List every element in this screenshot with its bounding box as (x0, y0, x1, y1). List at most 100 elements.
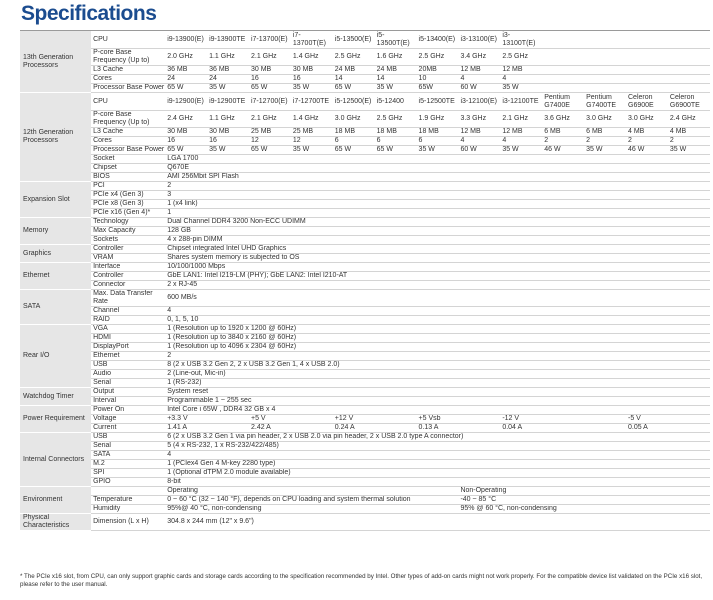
spec-value: 1 (Resolution up to 1920 x 1200 @ 60Hz) (165, 324, 710, 334)
spec-cell: 16 (248, 74, 291, 84)
section-power-requirement: Power Requirement (20, 405, 92, 433)
spec-cell: 35 W (290, 83, 333, 93)
spec-label: PCIe x16 (Gen 4)* (91, 208, 166, 218)
spec-cell: 2.1 GHz (500, 110, 543, 128)
empty-cell (667, 30, 710, 49)
spec-cell: 36 MB (165, 65, 208, 75)
spec-label: Serial (91, 441, 166, 451)
spec-cell: i5-13500T(E) (374, 30, 417, 49)
spec-cell: 4 (458, 74, 501, 84)
spec-label: Power On (91, 405, 166, 415)
power-cell: +5 V (248, 414, 333, 424)
spec-cell: 65 W (332, 83, 375, 93)
spec-value: 4 (165, 306, 710, 316)
spec-label: Max. Data Transfer Rate (91, 289, 166, 307)
spec-cell: i5-13400(E) (416, 30, 459, 49)
spec-label: USB (91, 432, 166, 442)
spec-value: 3 (165, 190, 710, 200)
spec-cell: 2 (626, 136, 668, 146)
spec-row: Current 1.41 A 2.42 A 0.24 A 0.13 A 0.04 A 0.0… (20, 423, 710, 433)
power-cell: 0.04 A (500, 423, 626, 433)
empty-cell (626, 65, 668, 75)
spec-cell: 2 (542, 136, 585, 146)
empty-cell (667, 74, 710, 84)
spec-cell: 1.9 GHz (416, 110, 459, 128)
spec-row: Channel 4 (20, 306, 710, 316)
power-cell: -12 V (500, 414, 626, 424)
spec-cell: 12 (290, 136, 333, 146)
spec-cell: 14 (374, 74, 417, 84)
spec-label: P-core Base Frequency (Up to) (91, 48, 166, 66)
spec-cell: i3-13100T(E) (500, 30, 543, 49)
spec-value: Chipset integrated Intel UHD Graphics (165, 244, 710, 254)
spec-label: Socket (91, 154, 166, 164)
spec-row: L3 Cache 36 MB 36 MB 30 MB 30 MB 24 MB 24 MB 20… (20, 65, 710, 75)
spec-cell: i7-12700(E) (248, 92, 291, 111)
empty-cell (626, 30, 668, 49)
spec-label: GPIO (91, 477, 166, 487)
env-non-operating-cell: Non-Operating (458, 486, 710, 496)
empty-cell (542, 74, 585, 84)
empty-cell (584, 30, 626, 49)
power-cell: 2.42 A (248, 423, 333, 433)
spec-value: 2 (165, 351, 710, 361)
spec-cell: 3.6 GHz (542, 110, 585, 128)
spec-cell: 4 (500, 136, 543, 146)
spec-value: 0, 1, 5, 10 (165, 315, 710, 325)
env-operating-cell: Operating (165, 486, 459, 496)
spec-label: Processor Base Power (91, 145, 166, 155)
spec-cell: 46 W (626, 145, 668, 155)
spec-cell: 30 MB (248, 65, 291, 75)
spec-label: Max Capacity (91, 226, 166, 236)
spec-row: Environment Operating Non-Operating (20, 486, 710, 514)
spec-cell: i3-12100(E) (458, 92, 501, 111)
spec-cell: 18 MB (332, 127, 375, 137)
spec-value: Programmable 1 ~ 255 sec (165, 396, 710, 406)
spec-row: Rear I/O VGA 1 (Resolution up to 1920 x 12… (20, 324, 710, 388)
spec-label: VGA (91, 324, 166, 334)
spec-cell: 6 (374, 136, 417, 146)
spec-cell: 1.1 GHz (207, 48, 249, 66)
spec-label: CPU (91, 92, 166, 111)
footnote: * The PCIe x16 slot, from CPU, can only … (20, 573, 703, 588)
spec-row: Humidity 95%@ 40 °C, non-condensing 95% @ … (20, 504, 710, 514)
spec-label: Output (91, 387, 166, 397)
spec-label: Cores (91, 136, 166, 146)
spec-cell: 3.4 GHz (458, 48, 501, 66)
spec-value: 2 (Line-out, Mic-in) (165, 369, 710, 379)
section-physical-characteristics: Physical Characteristics (20, 513, 92, 531)
spec-row: Interval Programmable 1 ~ 255 sec (20, 396, 710, 406)
spec-cell: Celeron G6900E (626, 92, 668, 111)
power-cell: +12 V (332, 414, 417, 424)
spec-cell: i7-12700TE (290, 92, 333, 111)
spec-cell: 1.4 GHz (290, 48, 333, 66)
spec-cell: i9-12900(E) (165, 92, 208, 111)
spec-label: Ethernet (91, 351, 166, 361)
empty-cell (626, 48, 668, 66)
spec-value: Intel Core i 65W , DDR4 32 GB x 4 (165, 405, 710, 415)
spec-label: Current (91, 423, 166, 433)
spec-row: VRAM Shares system memory is subjected to… (20, 253, 710, 263)
spec-cell: 2.4 GHz (667, 110, 710, 128)
spec-row: RAID 0, 1, 5, 10 (20, 315, 710, 325)
spec-value: GbE LAN1: Intel I219-LM (PHY); GbE LAN2:… (165, 271, 710, 281)
spec-value: Shares system memory is subjected to OS (165, 253, 710, 263)
spec-value: 4 (165, 450, 710, 460)
env-operating-cell: 0 ~ 60 °C (32 ~ 140 °F), depends on CPU … (165, 495, 459, 505)
spec-cell: 1.6 GHz (374, 48, 417, 66)
spec-label: Humidity (91, 504, 166, 514)
spec-label: Cores (91, 74, 166, 84)
power-cell: 1.41 A (165, 423, 249, 433)
spec-cell: i5-12400 (374, 92, 417, 111)
spec-row: Serial 5 (4 x RS-232, 1 x RS-232/422/485) (20, 441, 710, 451)
spec-row: Max Capacity 128 GB (20, 226, 710, 236)
spec-cell: 35 W (374, 83, 417, 93)
section-environment: Environment (20, 486, 92, 514)
spec-row: PCIe x4 (Gen 3) 3 (20, 190, 710, 200)
spec-cell: 3.0 GHz (332, 110, 375, 128)
spec-label: Controller (91, 271, 166, 281)
empty-cell (667, 65, 710, 75)
spec-cell: 30 MB (165, 127, 208, 137)
spec-cell: 60 W (458, 145, 501, 155)
spec-cell: 35 W (207, 83, 249, 93)
